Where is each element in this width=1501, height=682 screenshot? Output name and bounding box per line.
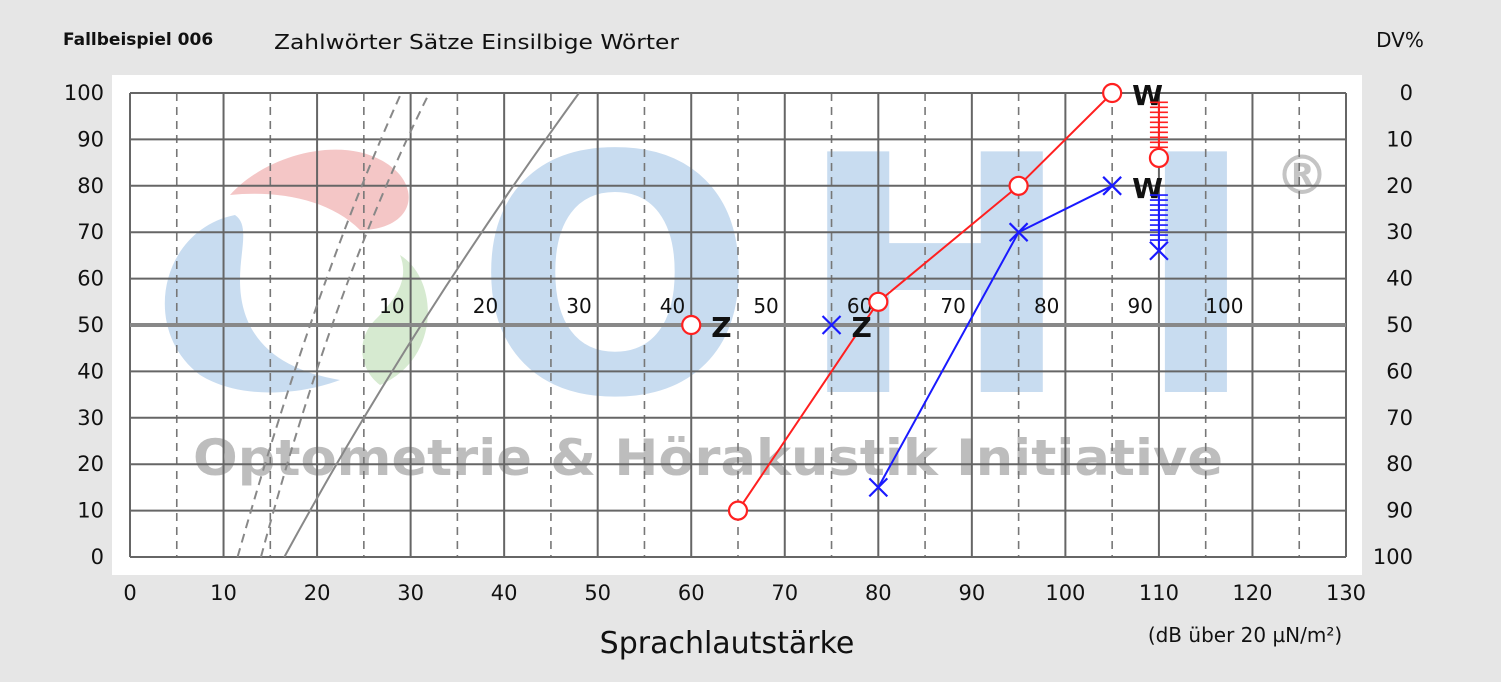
x-axis-title: Sprachlautstärke xyxy=(600,626,855,661)
watermark-registered-mark: ® xyxy=(1275,144,1329,207)
series-1: ZW xyxy=(681,79,1170,521)
x-tick-label: 130 xyxy=(1326,581,1366,605)
y-tick-label: 80 xyxy=(77,174,104,198)
y-tick-label: 10 xyxy=(77,499,104,523)
data-point-circle xyxy=(681,314,702,336)
x-tick-label: 20 xyxy=(304,581,331,605)
x-tick-label: 30 xyxy=(397,581,424,605)
x-tick-label: 120 xyxy=(1232,581,1272,605)
y-tick-label: 90 xyxy=(77,127,104,151)
right-tick-label: 70 xyxy=(1386,406,1413,430)
reference-curve xyxy=(259,92,431,558)
case-label: Fallbeispiel 006 xyxy=(63,30,213,50)
x-axis-unit: (dB über 20 µN/m²) xyxy=(1148,623,1342,647)
loss-scale-label: 100 xyxy=(1205,294,1243,318)
data-point-circle xyxy=(1008,175,1029,196)
x-tick-label: 0 xyxy=(123,581,136,605)
y-tick-label: 30 xyxy=(77,406,104,430)
loss-scale-label: 40 xyxy=(660,294,685,318)
x-tick-label: 50 xyxy=(584,581,611,605)
x-tick-label: 100 xyxy=(1045,581,1085,605)
reference-curve xyxy=(283,92,580,558)
loss-scale-label: 90 xyxy=(1127,294,1152,318)
data-point-x xyxy=(1149,240,1169,261)
x-tick-label: 40 xyxy=(491,581,518,605)
axes: 0 10 20 30 40 50 60 70 80 90 100 110 120 130010203040… xyxy=(64,81,1413,605)
watermark-logo-blue-shape xyxy=(164,215,340,393)
right-tick-label: 80 xyxy=(1386,452,1413,476)
data-point-circle xyxy=(868,291,889,312)
right-tick-label: 10 xyxy=(1386,127,1413,151)
loss-scale-label: 30 xyxy=(566,294,591,318)
x-tick-label: 60 xyxy=(678,581,705,605)
x-tick-label: 70 xyxy=(771,581,798,605)
data-point-x xyxy=(821,315,842,335)
data-point-circle xyxy=(1148,147,1170,169)
y-tick-label: 60 xyxy=(77,267,104,291)
right-tick-label: 40 xyxy=(1386,267,1413,291)
series-2: ZW xyxy=(821,172,1169,498)
y-tick-label: 20 xyxy=(77,452,104,476)
data-point-x xyxy=(1008,222,1029,242)
y-tick-label: 50 xyxy=(77,313,104,337)
y-tick-label: 100 xyxy=(64,81,104,105)
y-tick-label: 40 xyxy=(77,359,104,383)
right-axis-title: DV% xyxy=(1376,28,1424,52)
data-point-x xyxy=(868,477,889,498)
reference-curve xyxy=(236,92,403,558)
reference-curves xyxy=(236,92,580,558)
loss-scale: 10 20 30 40 50 60 70 80 90 100 xyxy=(379,294,1243,318)
watermark-tagline: Optometrie & Hörakustik Initiative xyxy=(193,429,1223,487)
right-tick-label: 30 xyxy=(1386,220,1413,244)
right-tick-label: 20 xyxy=(1386,174,1413,198)
loss-scale-label: 20 xyxy=(473,294,498,318)
loss-scale-label: 80 xyxy=(1034,294,1059,318)
data-point-circle xyxy=(1102,82,1123,104)
numbers-label: Z xyxy=(711,311,731,344)
grid xyxy=(129,92,1347,558)
right-tick-label: 90 xyxy=(1386,499,1413,523)
right-tick-label: 100 xyxy=(1373,545,1413,569)
x-tick-label: 90 xyxy=(958,581,985,605)
x-tick-label: 110 xyxy=(1139,581,1179,605)
x-tick-label: 80 xyxy=(865,581,892,605)
right-tick-label: 60 xyxy=(1386,359,1413,383)
x-tick-label: 10 xyxy=(210,581,237,605)
loss-scale-label: 10 xyxy=(379,294,404,318)
legend-text: Zahlwörter Sätze Einsilbige Wörter xyxy=(274,30,680,54)
right-tick-label: 0 xyxy=(1400,81,1413,105)
loss-scale-label: 60 xyxy=(847,294,872,318)
data-point-circle xyxy=(727,500,749,521)
y-tick-label: 0 xyxy=(91,545,104,569)
series-line xyxy=(737,92,1113,512)
y-tick-label: 70 xyxy=(77,220,104,244)
numbers-label: Z xyxy=(852,311,872,344)
data-point-x xyxy=(1102,176,1122,196)
loss-scale-label: 70 xyxy=(940,294,965,318)
right-tick-label: 50 xyxy=(1386,313,1413,337)
loss-scale-label: 50 xyxy=(753,294,778,318)
